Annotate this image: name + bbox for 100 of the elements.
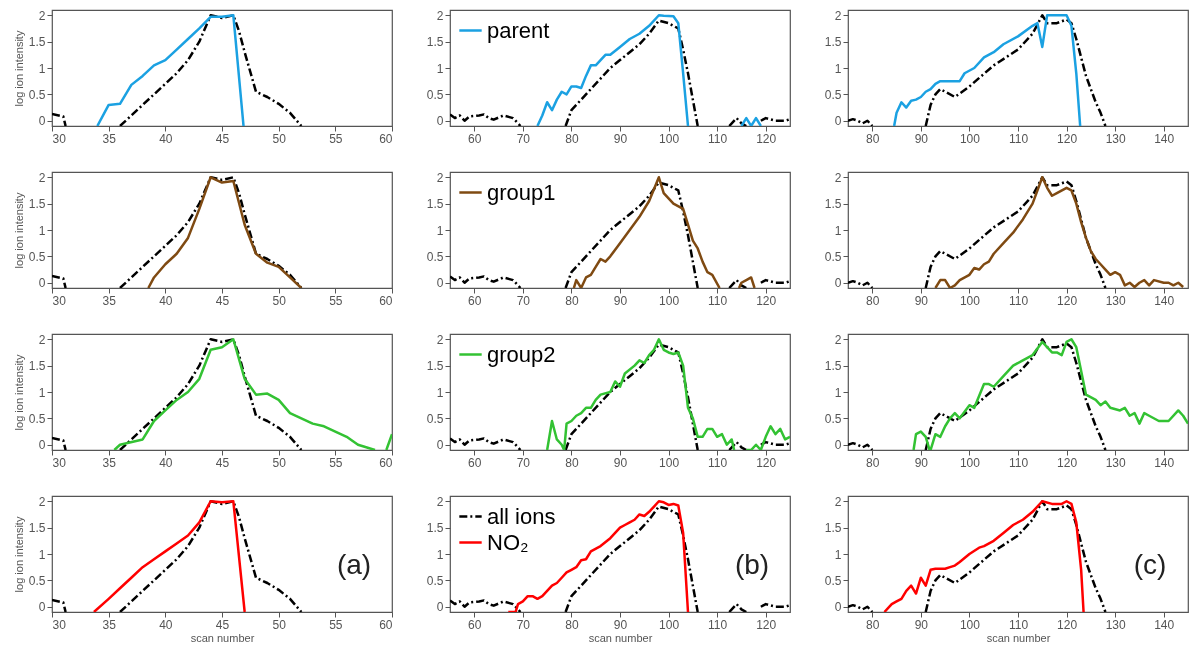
x-tick-label: 80: [866, 617, 880, 632]
x-axis-title: scan number: [588, 631, 653, 644]
y-tick-label: 1.5: [824, 359, 842, 374]
x-tick-label: 140: [1154, 617, 1175, 632]
x-tick-label: 50: [272, 131, 287, 146]
x-tick-label: 60: [379, 455, 393, 470]
x-tick-label: 120: [1057, 131, 1078, 146]
y-tick-label: 1.5: [426, 35, 444, 50]
y-tick-label: 0: [834, 114, 842, 129]
x-tick-label: 80: [866, 293, 880, 308]
annotation: (a): [336, 548, 372, 580]
x-tick-label: 35: [102, 131, 117, 146]
x-tick-label: 80: [565, 617, 579, 632]
y-tick-label: 2: [38, 170, 46, 185]
x-tick-label: 100: [959, 455, 981, 470]
y-tick-label: 1.5: [426, 197, 444, 212]
x-tick-label: 55: [329, 455, 343, 470]
x-axis-title: scan number: [986, 631, 1051, 644]
y-axis-title: log ion intensity: [12, 354, 25, 431]
x-tick-label: 35: [102, 293, 117, 308]
line-series: [892, 14, 1082, 126]
line-series: [883, 500, 1085, 612]
x-tick-label: 50: [272, 617, 287, 632]
line-series: [96, 14, 245, 126]
y-tick-label: 1: [38, 61, 46, 76]
x-tick-label: 45: [215, 617, 230, 632]
x-tick-label: 130: [1105, 293, 1126, 308]
y-tick-label: 1.5: [28, 197, 46, 212]
y-tick-label: 1.5: [824, 35, 842, 50]
x-tick-label: 40: [159, 131, 173, 146]
y-tick-label: 0.5: [426, 411, 444, 426]
x-tick-label: 120: [1057, 455, 1078, 470]
x-tick-label: 30: [52, 455, 67, 470]
y-tick-label: 1.5: [28, 35, 46, 50]
x-tick-label: 45: [215, 455, 230, 470]
y-tick-label: 0: [38, 276, 46, 291]
x-tick-label: 110: [708, 131, 728, 146]
y-tick-label: 0: [436, 114, 444, 129]
y-tick-label: 0: [834, 276, 842, 291]
x-tick-label: 110: [708, 617, 728, 632]
x-tick-label: 30: [52, 131, 67, 146]
x-tick-label: 90: [914, 293, 929, 308]
legend-label: parent: [487, 17, 550, 43]
x-tick-label: 90: [914, 617, 929, 632]
x-tick-label: 70: [516, 131, 531, 146]
x-axis-title: scan number: [190, 631, 255, 644]
y-tick-label: 1: [834, 223, 842, 238]
y-tick-label: 0: [834, 438, 842, 453]
x-tick-label: 80: [565, 455, 579, 470]
x-tick-label: 35: [102, 617, 117, 632]
x-tick-label: 100: [659, 293, 680, 308]
y-tick-label: 0.5: [28, 249, 46, 264]
x-tick-label: 40: [159, 293, 173, 308]
x-tick-label: 60: [468, 293, 482, 308]
x-tick-label: 120: [756, 617, 777, 632]
x-tick-label: 60: [468, 131, 482, 146]
y-tick-label: 0.5: [824, 573, 842, 588]
y-tick-label: 0: [436, 438, 444, 453]
x-tick-label: 90: [613, 617, 628, 632]
y-tick-label: 0: [38, 600, 46, 615]
x-tick-label: 45: [215, 131, 230, 146]
y-tick-label: 1: [38, 547, 46, 562]
x-tick-label: 100: [959, 617, 981, 632]
legend-label: all ions: [487, 503, 556, 529]
y-tick-label: 1.5: [824, 521, 842, 536]
y-tick-label: 1: [436, 223, 444, 238]
y-tick-label: 2: [436, 494, 444, 509]
y-tick-label: 1: [436, 385, 444, 400]
x-tick-label: 90: [914, 131, 929, 146]
x-tick-label: 110: [708, 455, 728, 470]
annotation: (c): [1133, 548, 1167, 580]
y-tick-label: 0.5: [824, 411, 842, 426]
y-tick-label: 0: [38, 114, 46, 129]
x-tick-label: 90: [613, 455, 628, 470]
x-tick-label: 45: [215, 293, 230, 308]
y-tick-label: 2: [834, 8, 842, 23]
y-tick-label: 1.5: [28, 521, 46, 536]
y-tick-label: 2: [834, 332, 842, 347]
x-tick-label: 120: [756, 131, 777, 146]
legend-label: group2: [487, 341, 556, 367]
x-tick-label: 60: [379, 293, 393, 308]
y-tick-label: 1: [436, 61, 444, 76]
y-tick-label: 1.5: [824, 197, 842, 212]
y-tick-label: 2: [38, 8, 46, 23]
y-tick-label: 0.5: [824, 87, 842, 102]
x-tick-label: 100: [659, 131, 680, 146]
y-tick-label: 2: [38, 494, 46, 509]
y-tick-label: 0.5: [28, 87, 46, 102]
legend-label: group1: [487, 179, 556, 205]
x-tick-label: 130: [1105, 617, 1126, 632]
x-tick-label: 140: [1154, 131, 1175, 146]
y-tick-label: 2: [38, 332, 46, 347]
x-tick-label: 55: [329, 131, 343, 146]
x-tick-label: 100: [659, 455, 680, 470]
x-tick-label: 120: [756, 293, 777, 308]
x-tick-label: 110: [1008, 131, 1029, 146]
y-axis-title: log ion intensity: [12, 30, 25, 107]
y-tick-label: 1.5: [426, 521, 444, 536]
x-tick-label: 130: [1105, 455, 1126, 470]
x-tick-label: 120: [1057, 617, 1078, 632]
